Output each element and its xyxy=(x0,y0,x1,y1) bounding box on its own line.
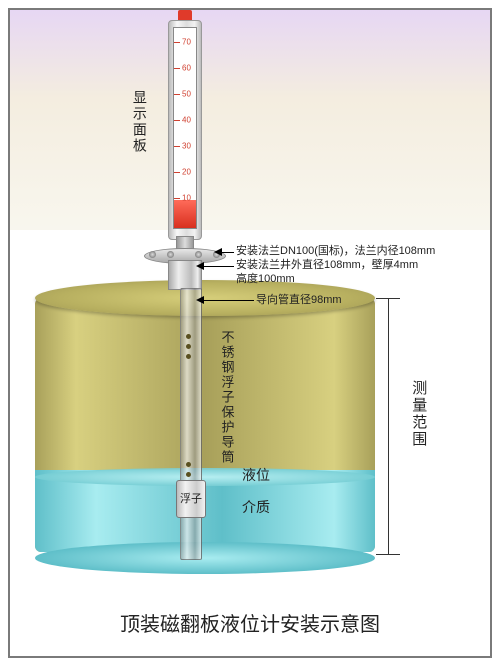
range-cap-bottom xyxy=(376,554,400,555)
flange-spec-2: 安装法兰井外直径108mm，壁厚4mm xyxy=(236,258,418,273)
tube-hole xyxy=(186,472,191,477)
tank xyxy=(35,280,375,570)
display-panel-label: 显示面板 xyxy=(130,90,149,154)
scale-value: 30 xyxy=(182,142,191,151)
float: 浮子 xyxy=(176,480,206,518)
liquid-level-label: 液位 xyxy=(242,466,270,485)
flange-spec-1: 安装法兰DN100(国标)，法兰内径108mm xyxy=(236,244,435,259)
scale-value: 60 xyxy=(182,64,191,73)
range-bar xyxy=(388,298,389,554)
guide-tube-dia-label: 导向管直径98mm xyxy=(256,293,342,308)
gauge-scale: 70 60 50 40 30 20 10 xyxy=(174,28,196,228)
diagram-title: 顶装磁翻板液位计安装示意图 xyxy=(0,608,500,637)
scale-value: 40 xyxy=(182,116,191,125)
range-label: 测量范围 xyxy=(408,380,428,448)
tank-bottom xyxy=(35,542,375,574)
tube-hole xyxy=(186,344,191,349)
gauge-scale-window: 70 60 50 40 30 20 10 xyxy=(173,27,197,229)
guide-tube xyxy=(180,288,202,560)
tube-hole xyxy=(186,334,191,339)
protection-tube-label: 不锈钢浮子保护导筒 xyxy=(218,330,236,465)
scale-value: 70 xyxy=(182,38,191,47)
scale-value: 50 xyxy=(182,90,191,99)
range-cap-top xyxy=(376,298,400,299)
gauge-body: 70 60 50 40 30 20 10 xyxy=(168,20,202,240)
medium-label: 介质 xyxy=(242,498,270,517)
scale-value: 20 xyxy=(182,168,191,177)
tube-hole xyxy=(186,462,191,467)
tube-hole xyxy=(186,354,191,359)
scale-value: 10 xyxy=(182,194,191,203)
flange-spec-3: 高度100mm xyxy=(236,272,295,287)
